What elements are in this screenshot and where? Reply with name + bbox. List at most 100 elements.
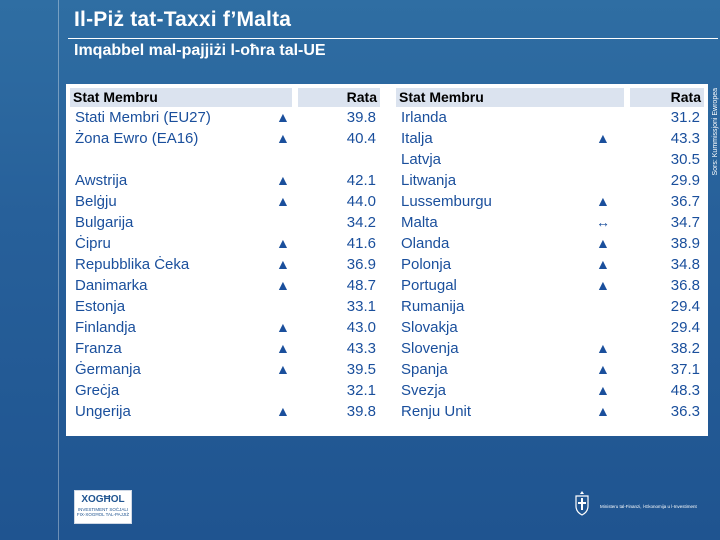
header-rate-cell: Rata — [298, 88, 380, 107]
table-row: Ċipru ▲ 41.6 — [70, 233, 380, 254]
member-state-name: Belġju — [75, 193, 117, 210]
member-state-name: Renju Unit — [401, 403, 472, 420]
table-header: Stat Membru Rata — [396, 88, 704, 107]
increase-arrow-icon: ▲ — [596, 340, 610, 356]
member-state-name: Estonja — [75, 298, 126, 315]
table-row: Stati Membri (EU27) ▲ 39.8 — [70, 107, 380, 128]
tax-rate-value: 29.4 — [670, 319, 700, 336]
tax-rate-value: 34.7 — [670, 214, 700, 231]
table-row: Olanda ▲ 38.9 — [396, 233, 704, 254]
header-rate-label: Rata — [346, 89, 377, 105]
table-row: Estonja 33.1 — [70, 296, 380, 317]
tax-rate-value: 43.0 — [346, 319, 376, 336]
table-row: Renju Unit ▲ 36.3 — [396, 401, 704, 422]
member-state-name: Bulgarija — [75, 214, 134, 231]
table-row: Bulgarija 34.2 — [70, 212, 380, 233]
increase-arrow-icon: ▲ — [276, 109, 290, 125]
table-row: Belġju ▲ 44.0 — [70, 191, 380, 212]
member-state-name: Greċja — [75, 382, 120, 399]
header-member-label: Stat Membru — [73, 89, 158, 105]
member-state-name: Svezja — [401, 382, 447, 399]
table-row: Portugal ▲ 36.8 — [396, 275, 704, 296]
increase-arrow-icon: ▲ — [276, 361, 290, 377]
tax-rate-value: 48.3 — [670, 382, 700, 399]
member-state-name: Malta — [401, 214, 438, 231]
xoghol-logo: XOGĦOL INVESTIMENT SOĊJALI FIX-XOGĦOL TA… — [74, 490, 132, 524]
increase-arrow-icon: ▲ — [276, 235, 290, 251]
tax-rate-value: 43.3 — [346, 340, 376, 357]
member-state-name: Polonja — [401, 256, 452, 273]
tax-rate-value: 36.3 — [670, 403, 700, 420]
tax-rate-value: 41.6 — [346, 235, 376, 252]
member-state-name: Danimarka — [75, 277, 148, 294]
table-row: Lussemburgu ▲ 36.7 — [396, 191, 704, 212]
ministry-name: Ministeru tal-Finanzi, l-Ekonomija u l-I… — [600, 504, 697, 509]
member-state-name: Latvja — [401, 151, 442, 168]
table-header: Stat Membru Rata — [70, 88, 380, 107]
table-row: Żona Ewro (EA16) ▲ 40.4 — [70, 128, 380, 149]
tax-rate-value: 40.4 — [346, 130, 376, 147]
member-state-name: Olanda — [401, 235, 450, 252]
tax-rate-value: 39.8 — [346, 403, 376, 420]
member-state-name: Italja — [401, 130, 433, 147]
member-state-name: Portugal — [401, 277, 457, 294]
member-state-name: Slovenja — [401, 340, 459, 357]
increase-arrow-icon: ▲ — [276, 340, 290, 356]
table-row: Ġermanja ▲ 39.5 — [70, 359, 380, 380]
tax-rate-value: 39.5 — [346, 361, 376, 378]
table-row: Finlandja ▲ 43.0 — [70, 317, 380, 338]
table-row: Rumanija 29.4 — [396, 296, 704, 317]
table-row: Polonja ▲ 34.8 — [396, 254, 704, 275]
table-column-right: Stat Membru Rata Irlanda 31.2 Italja ▲ 43.3 L… — [396, 88, 704, 422]
table-row: Italja ▲ 43.3 — [396, 128, 704, 149]
increase-arrow-icon: ▲ — [596, 382, 610, 398]
increase-arrow-icon: ▲ — [596, 130, 610, 146]
increase-arrow-icon: ▲ — [276, 277, 290, 293]
header-rate-label: Rata — [670, 89, 701, 105]
page-title: Il-Piż tat-Taxxi f’Malta — [74, 8, 292, 31]
increase-arrow-icon: ▲ — [276, 193, 290, 209]
increase-arrow-icon: ▲ — [596, 277, 610, 293]
table-rows-left: Stati Membri (EU27) ▲ 39.8 Żona Ewro (EA16)… — [70, 107, 380, 422]
tax-rate-value: 38.9 — [670, 235, 700, 252]
member-state-name: Spanja — [401, 361, 448, 378]
increase-arrow-icon: ▲ — [596, 235, 610, 251]
header-member-cell: Stat Membru — [396, 88, 624, 107]
tax-rate-value: 32.1 — [346, 382, 376, 399]
page-subtitle: Imqabbel mal-pajjiżi l-oħra tal-UE — [74, 42, 326, 59]
tax-rate-value: 48.7 — [346, 277, 376, 294]
member-state-name: Ġermanja — [75, 361, 141, 378]
tax-rate-value: 34.2 — [346, 214, 376, 231]
table-row: Ungerija ▲ 39.8 — [70, 401, 380, 422]
government-crest-icon — [575, 491, 589, 516]
table-row: Repubblika Ċeka ▲ 36.9 — [70, 254, 380, 275]
tax-rate-value: 37.1 — [670, 361, 700, 378]
table-row: Spanja ▲ 37.1 — [396, 359, 704, 380]
header-member-cell: Stat Membru — [70, 88, 292, 107]
table-row: Litwanja 29.9 — [396, 170, 704, 191]
tax-rate-value: 36.8 — [670, 277, 700, 294]
logo-brand: XOGĦOL — [81, 494, 125, 505]
member-state-name: Ċipru — [75, 235, 111, 252]
tax-rate-value: 42.1 — [346, 172, 376, 189]
member-state-name: Finlandja — [75, 319, 136, 336]
table-row: Franza ▲ 43.3 — [70, 338, 380, 359]
header-member-label: Stat Membru — [399, 89, 484, 105]
member-state-name: Slovakja — [401, 319, 458, 336]
member-state-name: Stati Membri (EU27) — [75, 109, 211, 126]
table-column-left: Stat Membru Rata Stati Membri (EU27) ▲ 39.… — [70, 88, 380, 422]
table-spacer — [70, 149, 380, 170]
tax-rate-value: 38.2 — [670, 340, 700, 357]
member-state-name: Lussemburgu — [401, 193, 492, 210]
member-state-name: Irlanda — [401, 109, 447, 126]
member-state-name: Rumanija — [401, 298, 465, 315]
tax-rate-value: 29.4 — [670, 298, 700, 315]
tax-rate-value: 36.9 — [346, 256, 376, 273]
member-state-name: Repubblika Ċeka — [75, 256, 190, 273]
table-row: Malta ↔ 34.7 — [396, 212, 704, 233]
increase-arrow-icon: ▲ — [276, 130, 290, 146]
header-rate-cell: Rata — [630, 88, 704, 107]
increase-arrow-icon: ▲ — [596, 361, 610, 377]
tax-rate-value: 30.5 — [670, 151, 700, 168]
member-state-name: Franza — [75, 340, 122, 357]
